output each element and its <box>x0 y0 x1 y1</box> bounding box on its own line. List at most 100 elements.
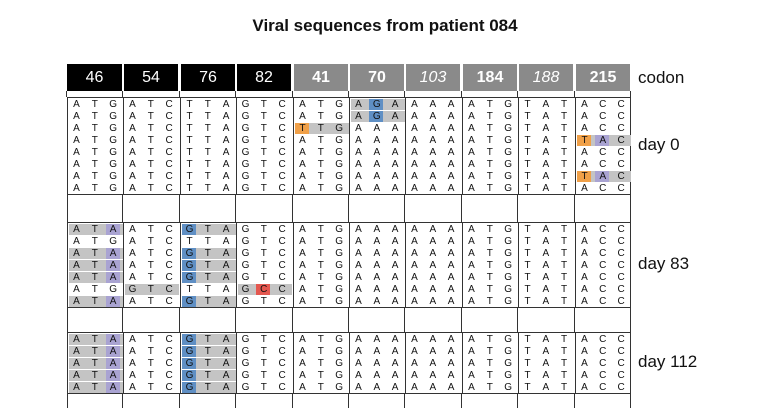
nucleotide: A <box>373 284 381 295</box>
mutation-highlight <box>105 224 120 235</box>
nucleotide: A <box>73 284 80 295</box>
nucleotide: A <box>411 111 418 122</box>
codon-header-cell: 46 <box>67 64 122 91</box>
nucleotide: T <box>524 260 531 271</box>
nucleotide: A <box>222 370 230 381</box>
nucleotide: A <box>447 171 455 182</box>
nucleotide: G <box>241 296 250 307</box>
nucleotide: T <box>186 99 193 110</box>
nucleotide: G <box>504 147 512 158</box>
nucleotide: T <box>147 346 154 357</box>
nucleotide: G <box>504 171 512 182</box>
nucleotide: G <box>185 358 194 369</box>
nucleotide: A <box>447 284 455 295</box>
nucleotide: A <box>542 382 550 393</box>
mutation-highlight <box>577 135 591 146</box>
nucleotide: A <box>542 171 550 182</box>
nucleotide: A <box>222 99 230 110</box>
nucleotide: A <box>73 248 80 259</box>
nucleotide: A <box>373 334 381 345</box>
nucleotide: C <box>599 123 607 134</box>
nucleotide: A <box>129 171 136 182</box>
nucleotide: T <box>260 248 267 259</box>
nucleotide: A <box>542 99 550 110</box>
nucleotide: A <box>411 382 418 393</box>
nucleotide: G <box>241 358 250 369</box>
nucleotide: A <box>411 99 418 110</box>
nucleotide: T <box>561 284 568 295</box>
codon-separator <box>179 308 180 332</box>
nucleotide: T <box>186 147 193 158</box>
nucleotide: G <box>504 370 512 381</box>
codon-separator <box>630 195 631 222</box>
nucleotide: G <box>109 183 117 194</box>
nucleotide: A <box>468 272 475 283</box>
nucleotide: A <box>355 272 362 283</box>
codon-separator <box>235 394 236 408</box>
nucleotide: A <box>391 224 399 235</box>
nucleotide: T <box>204 358 211 369</box>
nucleotide: A <box>355 260 362 271</box>
nucleotide: A <box>299 111 306 122</box>
nucleotide: T <box>524 236 531 247</box>
nucleotide: A <box>129 296 136 307</box>
nucleotide: T <box>524 296 531 307</box>
nucleotide: A <box>299 370 306 381</box>
nucleotide: T <box>317 183 324 194</box>
nucleotide: T <box>147 111 154 122</box>
nucleotide: T <box>317 272 324 283</box>
nucleotide: A <box>468 334 475 345</box>
nucleotide: A <box>542 284 550 295</box>
nucleotide: A <box>355 147 362 158</box>
nucleotide: A <box>542 159 550 170</box>
codon-separator <box>179 195 180 222</box>
nucleotide: A <box>73 346 80 357</box>
nucleotide: A <box>581 224 588 235</box>
nucleotide: T <box>317 111 324 122</box>
nucleotide: G <box>241 171 250 182</box>
nucleotide: A <box>109 260 117 271</box>
nucleotide: A <box>391 370 399 381</box>
mutated-codon-highlight <box>182 296 236 307</box>
nucleotide: T <box>147 147 154 158</box>
nucleotide: A <box>581 236 588 247</box>
nucleotide: C <box>165 370 173 381</box>
nucleotide: G <box>504 99 512 110</box>
codon-separator <box>517 91 518 97</box>
codon-separator <box>574 394 575 408</box>
nucleotide: A <box>129 147 136 158</box>
nucleotide: T <box>91 284 98 295</box>
nucleotide: C <box>278 236 286 247</box>
nucleotide: T <box>147 123 154 134</box>
nucleotide: T <box>186 183 193 194</box>
nucleotide: C <box>165 183 173 194</box>
codon-separator <box>630 394 631 408</box>
nucleotide: C <box>617 370 625 381</box>
codon-separator <box>574 308 575 332</box>
mutation-highlight <box>182 248 196 259</box>
mutated-codon-highlight <box>69 370 123 381</box>
nucleotide: T <box>186 123 193 134</box>
nucleotide: A <box>299 171 306 182</box>
nucleotide: C <box>165 248 173 259</box>
nucleotide: A <box>222 224 230 235</box>
nucleotide: A <box>373 183 381 194</box>
nucleotide: C <box>278 382 286 393</box>
codon-header-cell: 41 <box>294 64 348 91</box>
nucleotide: A <box>109 370 117 381</box>
nucleotide: A <box>222 248 230 259</box>
nucleotide: A <box>542 111 550 122</box>
nucleotide: T <box>260 370 267 381</box>
nucleotide: G <box>504 123 512 134</box>
nucleotide: T <box>486 147 493 158</box>
nucleotide: A <box>373 248 381 259</box>
nucleotide: A <box>411 236 418 247</box>
mutated-codon-highlight <box>182 224 236 235</box>
nucleotide: A <box>447 260 455 271</box>
nucleotide: A <box>599 171 607 182</box>
nucleotide: A <box>129 346 136 357</box>
nucleotide: T <box>561 99 568 110</box>
nucleotide: A <box>299 224 306 235</box>
nucleotide: A <box>129 382 136 393</box>
codon-separator <box>179 394 180 408</box>
